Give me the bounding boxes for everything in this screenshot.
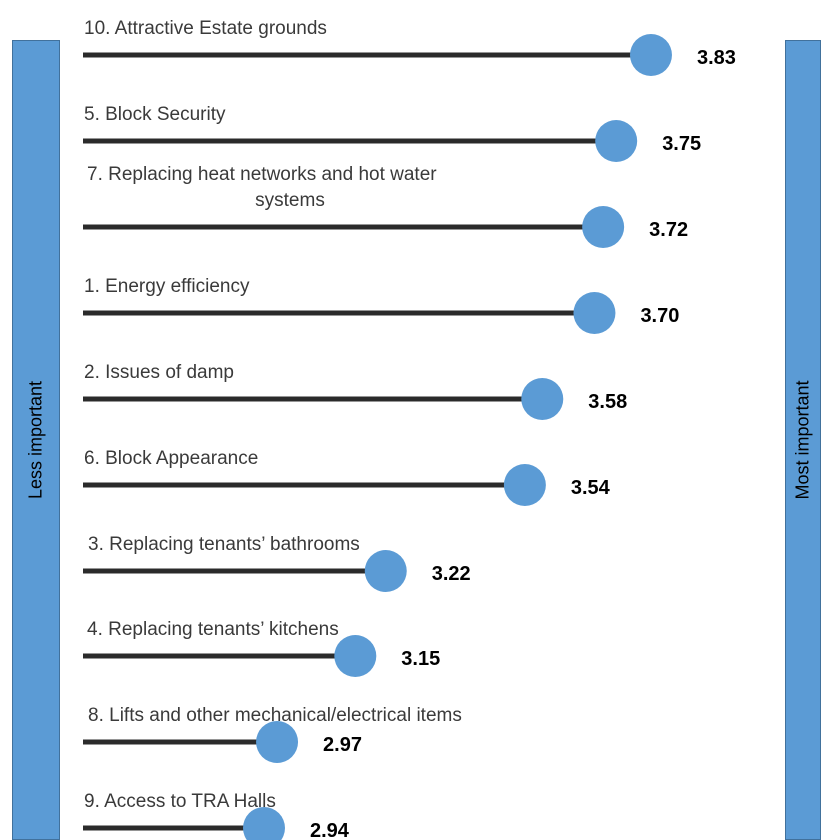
value-label: 2.97: [323, 734, 362, 756]
chart-row: 1. Energy efficiency 3.70: [83, 276, 679, 334]
value-dot: [582, 206, 625, 248]
value-dot: [503, 464, 546, 506]
value-dot: [595, 120, 638, 162]
value-label: 2.94: [310, 820, 350, 840]
item-label: 1. Energy efficiency: [84, 276, 250, 297]
value-dot: [243, 807, 285, 840]
item-label: 7. Replacing heat networks and hot water: [87, 164, 437, 185]
item-label-continued: systems: [255, 190, 325, 211]
item-label: 4. Replacing tenants’ kitchens: [87, 619, 339, 640]
value-label: 3.58: [588, 391, 627, 413]
chart-row: 7. Replacing heat networks and hot water…: [83, 164, 688, 248]
value-label: 3.15: [401, 648, 440, 670]
less-important-bar: Less important: [12, 40, 60, 840]
value-dot: [364, 550, 407, 592]
value-dot: [521, 378, 564, 420]
most-important-bar: Most important: [785, 40, 821, 840]
item-label: 10. Attractive Estate grounds: [84, 18, 327, 39]
value-label: 3.75: [662, 133, 701, 155]
chart-row: 10. Attractive Estate grounds 3.83: [83, 18, 736, 76]
value-dot: [334, 635, 377, 677]
value-label: 3.54: [571, 477, 611, 499]
value-label: 3.83: [697, 47, 736, 69]
item-label: 8. Lifts and other mechanical/electrical…: [88, 705, 462, 726]
value-dot: [256, 721, 299, 763]
item-label: 6. Block Appearance: [84, 448, 258, 469]
item-label: 9. Access to TRA Halls: [84, 791, 276, 812]
value-label: 3.22: [432, 563, 471, 585]
value-label: 3.72: [649, 219, 688, 241]
item-label: 5. Block Security: [84, 104, 226, 125]
item-label: 3. Replacing tenants’ bathrooms: [88, 534, 360, 555]
chart-row: 4. Replacing tenants’ kitchens 3.15: [83, 619, 440, 677]
chart-row: 6. Block Appearance 3.54: [83, 448, 611, 506]
value-dot: [629, 34, 672, 76]
value-label: 3.70: [640, 305, 679, 327]
chart-row: 2. Issues of damp 3.58: [83, 362, 627, 420]
chart-row: 8. Lifts and other mechanical/electrical…: [83, 705, 462, 763]
chart-row: 5. Block Security 3.75: [83, 104, 701, 162]
item-label: 2. Issues of damp: [84, 362, 234, 383]
value-dot: [573, 292, 616, 334]
chart-row: 9. Access to TRA Halls 2.94: [83, 791, 350, 840]
chart-row: 3. Replacing tenants’ bathrooms 3.22: [83, 534, 471, 592]
